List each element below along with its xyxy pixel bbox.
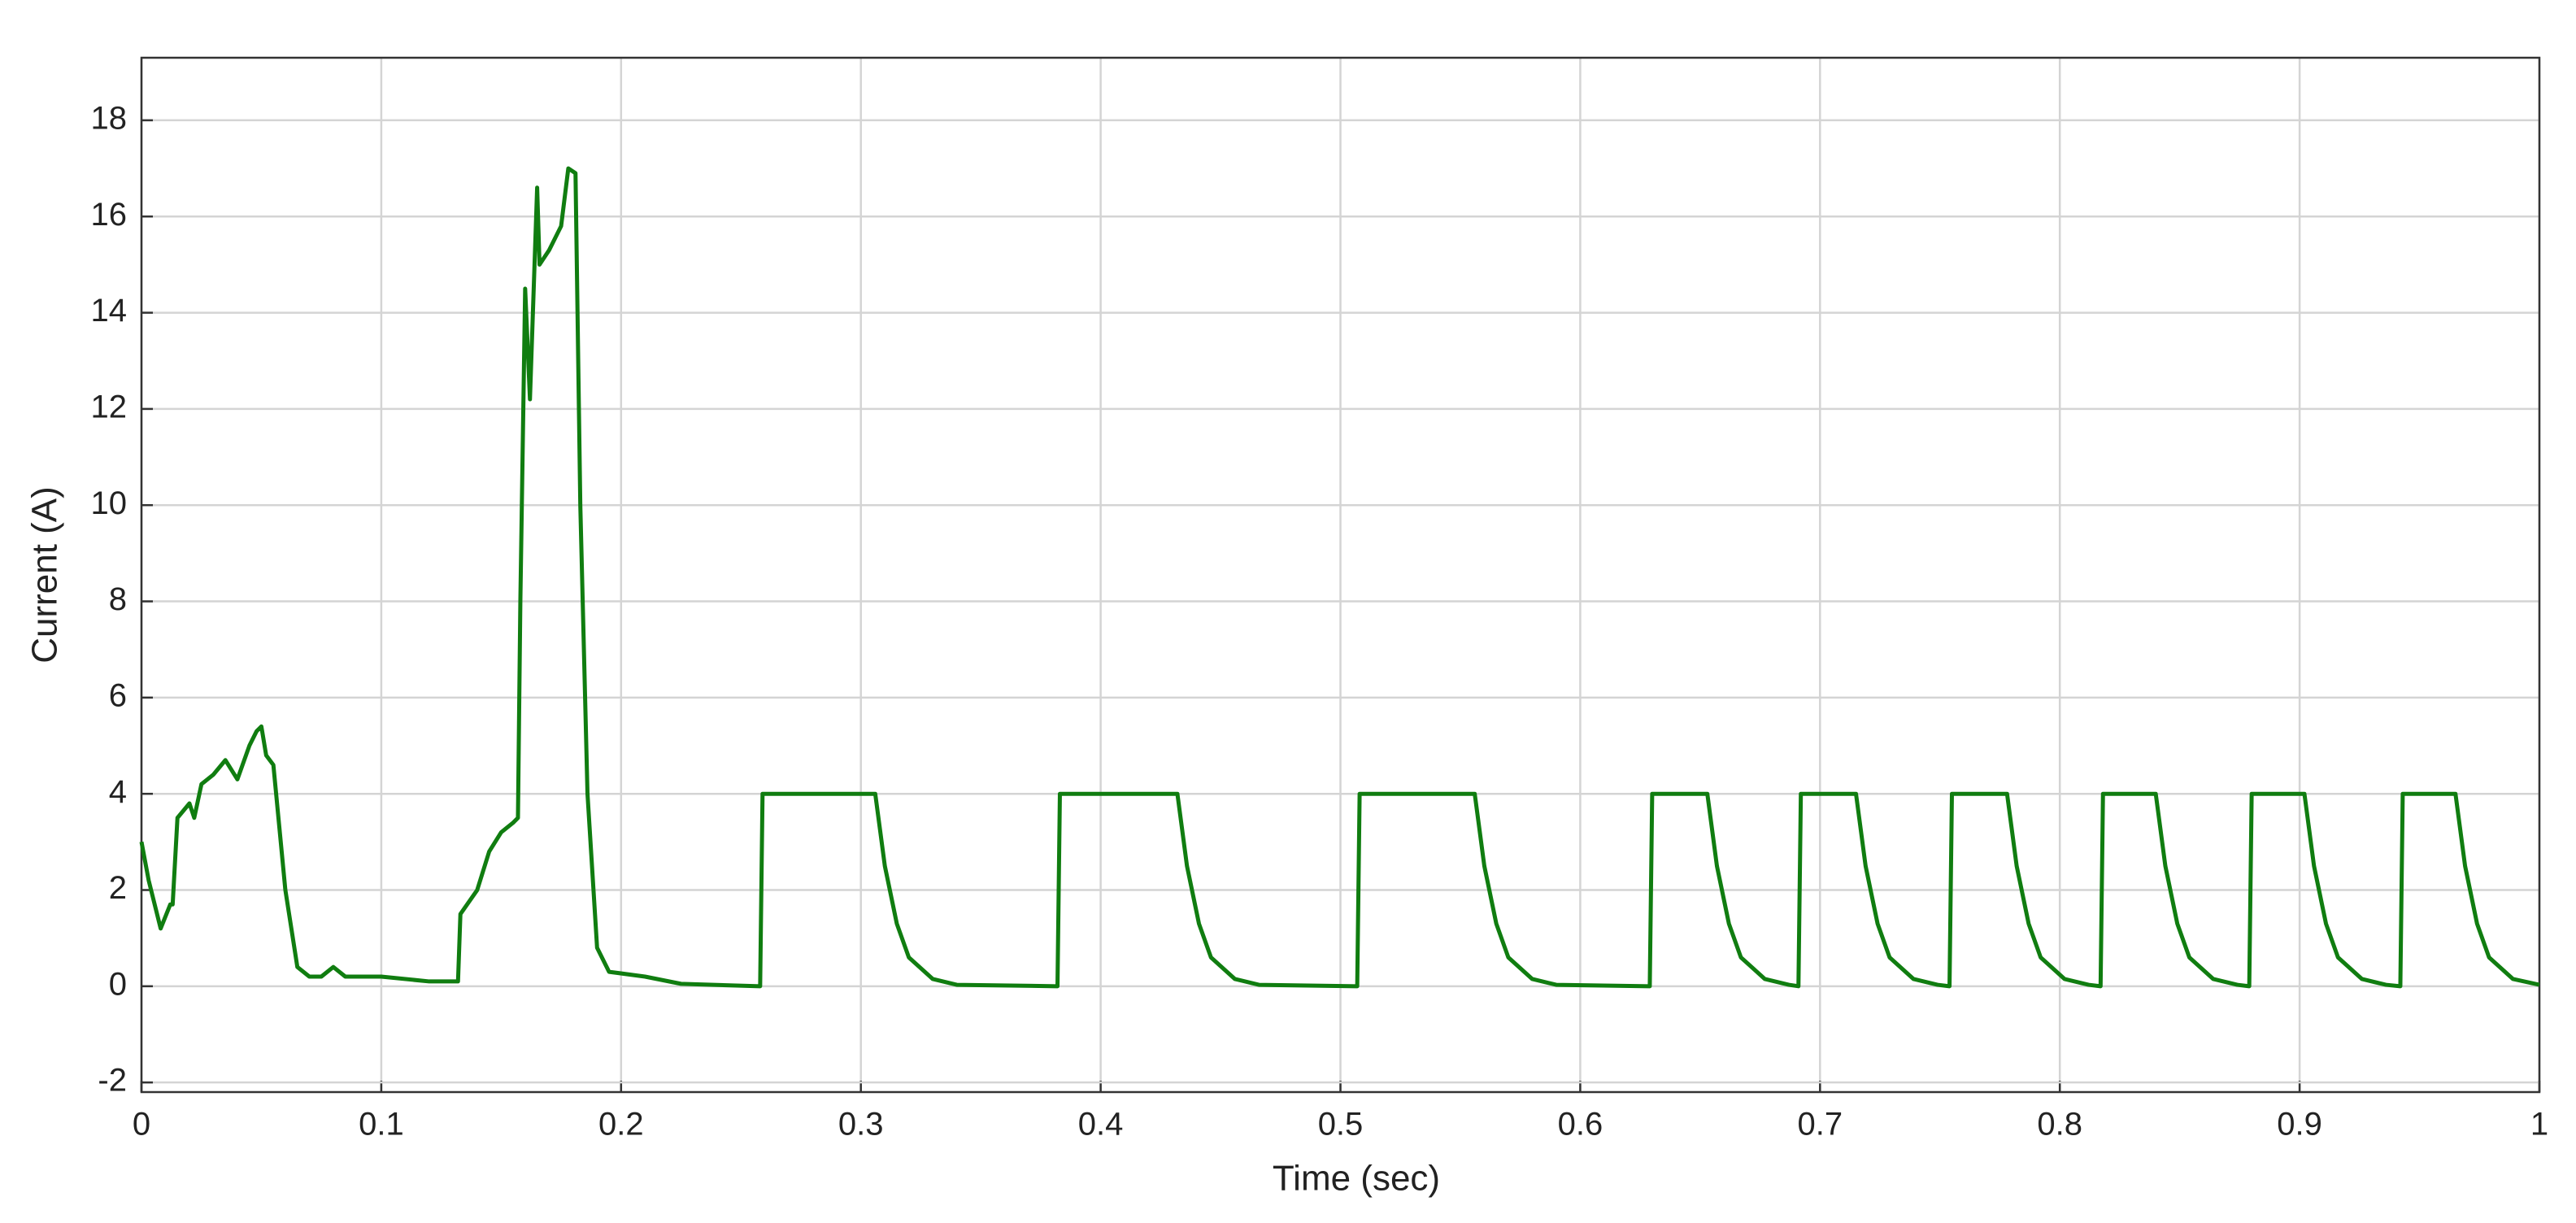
plot-frame bbox=[140, 56, 2541, 1094]
y-tick-label: 16 bbox=[91, 197, 128, 233]
y-tick-label: 4 bbox=[109, 774, 127, 810]
x-tick-label: 1 bbox=[2530, 1107, 2548, 1142]
y-tick-label: 2 bbox=[109, 870, 127, 906]
y-axis-label: Current (A) bbox=[25, 486, 65, 664]
x-axis-label: Time (sec) bbox=[1273, 1159, 1440, 1199]
y-tick-label: 6 bbox=[109, 677, 127, 713]
y-tick-label: 14 bbox=[91, 293, 128, 329]
x-tick-label: 0.1 bbox=[359, 1107, 404, 1142]
x-tick-label: 0.3 bbox=[838, 1107, 884, 1142]
x-tick-label: 0.9 bbox=[2277, 1107, 2322, 1142]
y-tick-label: 10 bbox=[91, 485, 128, 521]
y-tick-label: 18 bbox=[91, 100, 128, 136]
y-tick-label: 12 bbox=[91, 389, 128, 424]
x-tick-label: 0.2 bbox=[598, 1107, 644, 1142]
x-tick-label: 0.8 bbox=[2037, 1107, 2082, 1142]
x-tick-label: 0.7 bbox=[1797, 1107, 1843, 1142]
x-tick-label: 0.5 bbox=[1318, 1107, 1364, 1142]
y-tick-label: 8 bbox=[109, 581, 127, 617]
x-tick-label: 0.6 bbox=[1558, 1107, 1603, 1142]
y-tick-label: 0 bbox=[109, 966, 127, 1002]
y-tick-label: -2 bbox=[98, 1063, 127, 1099]
x-tick-label: 0 bbox=[133, 1107, 150, 1142]
data-line bbox=[139, 166, 2540, 989]
x-tick-label: 0.4 bbox=[1078, 1107, 1124, 1142]
